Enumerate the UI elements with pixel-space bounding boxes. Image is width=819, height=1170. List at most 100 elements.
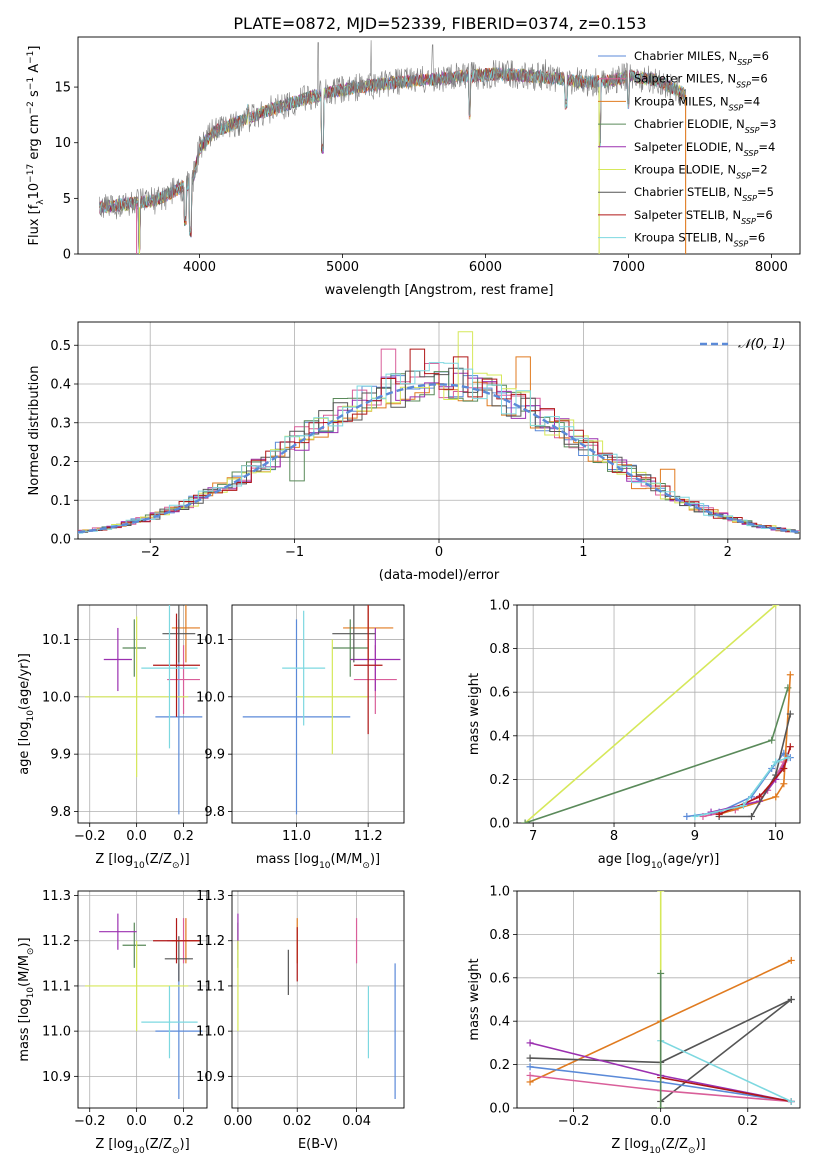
y-tick-label: 0.4 (489, 729, 510, 744)
errorbars (242, 605, 401, 815)
errorbars (85, 605, 203, 815)
weight-line-kroupa_stelib (660, 1039, 792, 1103)
y-axis-label: mass weight (467, 958, 482, 1040)
x-tick-label: 11.2 (354, 829, 383, 844)
y-axis-label-part: ⊙ (26, 948, 36, 956)
errorbars (237, 913, 396, 1099)
y-tick-label: 11.3 (42, 889, 71, 904)
y-axis-label-part: mass [log (17, 998, 32, 1061)
weight-lines (526, 891, 795, 1108)
legend-label-sub: SSP (745, 126, 760, 135)
x-axis-label-part: ⊙ (172, 861, 180, 871)
axes-mass_vs_Z: −0.2 0.0 0.210.911.011.111.211.3Z [log10(Z… (17, 889, 208, 1156)
y-axis-label: Normed distribution (27, 366, 42, 496)
legend-label-text: Salpeter STELIB, N (634, 208, 741, 222)
x-tick-label: 0.0 (126, 1114, 147, 1129)
legend-label-sub: SSP (737, 58, 752, 67)
axes-frame (77, 890, 208, 1109)
y-tick-label: 10.9 (196, 1070, 225, 1085)
y-axis-label-part: s (27, 90, 42, 101)
x-tick-label: 11.0 (282, 829, 311, 844)
axes-frame (231, 604, 405, 824)
y-tick-label: 0.3 (50, 416, 71, 431)
hist-salpeter_stelib (78, 348, 800, 533)
legend-label: Chabrier MILES, NSSP=6 (634, 49, 769, 67)
weight-line-kroupa_stelib (694, 756, 789, 818)
y-tick-label: 0.0 (50, 533, 71, 548)
x-tick-label: 4000 (183, 260, 216, 275)
x-tick-label: −0.2 (74, 1114, 106, 1129)
y-axis-label: Flux [fλ10−17 erg cm−2 s−1 A−1] (26, 46, 46, 246)
legend-label-suffix: =6 (751, 72, 768, 86)
legend-label-suffix: =6 (748, 231, 765, 245)
legend-label: 𝒩(0, 1) (738, 337, 785, 352)
legend-label: Kroupa STELIB, NSSP=6 (634, 231, 765, 249)
x-axis-label: age [log10(age/yr)] (598, 852, 720, 871)
y-tick-label: 11.2 (196, 934, 225, 949)
y-axis-label-part: A (27, 64, 42, 77)
axes-frame (231, 890, 405, 1109)
legend-label: Salpeter STELIB, NSSP=6 (634, 208, 773, 226)
x-axis-label: Z [log10(Z/Z⊙)] (611, 1137, 705, 1156)
y-axis-label-part: age [log (17, 722, 32, 775)
axes-age_vs_Z: −0.2 0.0 0.29.89.910.010.1Z [log10(Z/Z⊙)]a… (17, 604, 208, 871)
legend-label-suffix: =2 (751, 163, 768, 177)
legend-label-sub: SSP (741, 216, 756, 225)
legend-label-suffix: =5 (757, 185, 774, 199)
y-tick-label: 9.8 (50, 805, 71, 820)
y-axis-label-part: −1 (26, 77, 36, 90)
y-tick-label: 15 (54, 81, 71, 96)
x-axis-label-part: (Z/Z (145, 852, 172, 867)
gaussian-curve (78, 383, 800, 534)
x-axis-label: wavelength [Angstrom, rest frame] (325, 283, 554, 298)
y-tick-label: 0.4 (50, 378, 71, 393)
y-axis-label-part: ] (27, 46, 42, 51)
weight-lines (521, 605, 794, 823)
figure-title: PLATE=0872, MJD=52339, FIBERID=0374, z=0… (233, 14, 646, 33)
y-tick-label: 0.6 (489, 686, 510, 701)
x-axis-label-part: E(B-V) (298, 1137, 338, 1152)
legend-label-sub: SSP (729, 103, 744, 112)
y-tick-label: 11.1 (196, 979, 225, 994)
x-tick-label: 0.04 (342, 1114, 371, 1129)
x-tick-label: 2 (724, 545, 732, 560)
x-axis-label: Z [log10(Z/Z⊙)] (95, 1137, 189, 1156)
x-axis-label: mass [log10(M/M⊙)] (256, 852, 380, 871)
x-tick-label: 1 (579, 545, 587, 560)
legend-label-suffix: =6 (752, 49, 769, 63)
y-axis-label-part: (M/M (17, 955, 32, 987)
x-tick-label: 9 (691, 829, 699, 844)
x-axis-label-part: (Z/Z (145, 1137, 172, 1152)
y-tick-label: 0.8 (489, 928, 510, 943)
y-tick-label: 0.0 (489, 1102, 510, 1117)
x-axis-label: Z [log10(Z/Z⊙)] (95, 852, 189, 871)
legend-label-text: Salpeter MILES, N (634, 72, 736, 86)
axes-frame (516, 604, 801, 824)
legend-label: Chabrier ELODIE, NSSP=3 (634, 117, 776, 135)
y-tick-label: 10.1 (196, 633, 225, 648)
y-axis-label: mass weight (467, 673, 482, 755)
y-axis-label-part: 10 (26, 710, 36, 722)
data-spectrum-line (99, 40, 686, 249)
x-axis-label-part: )] (370, 852, 380, 867)
y-tick-label: 0.2 (50, 455, 71, 470)
y-axis-label-part: )] (17, 937, 32, 947)
spectrum-lines (99, 40, 687, 254)
weight-line-kroupa_elodie (524, 605, 777, 823)
y-tick-label: 10.0 (196, 690, 225, 705)
hist-steps (78, 331, 800, 534)
y-tick-label: 1.0 (489, 885, 510, 900)
hist-kroupa_stelib (78, 362, 800, 534)
legend-label: Salpeter ELODIE, NSSP=4 (634, 140, 775, 158)
x-axis-label-part: ⊙ (688, 1146, 696, 1156)
x-axis-label: E(B-V) (298, 1137, 338, 1152)
x-axis-label: (data-model)/error (379, 568, 500, 583)
x-axis-label-part: Z [log (95, 852, 133, 867)
x-tick-label: 8 (610, 829, 618, 844)
x-tick-label: 0.2 (173, 829, 194, 844)
axes-age_vs_mass: 11.0 11.2 9.8 9.9 10.0 10.1 mass [log10(M/M⊙)] (196, 604, 405, 871)
y-tick-label: 0.5 (50, 339, 71, 354)
y-tick-label: 0.2 (489, 1058, 510, 1073)
y-axis-label-part: −1 (26, 51, 36, 64)
